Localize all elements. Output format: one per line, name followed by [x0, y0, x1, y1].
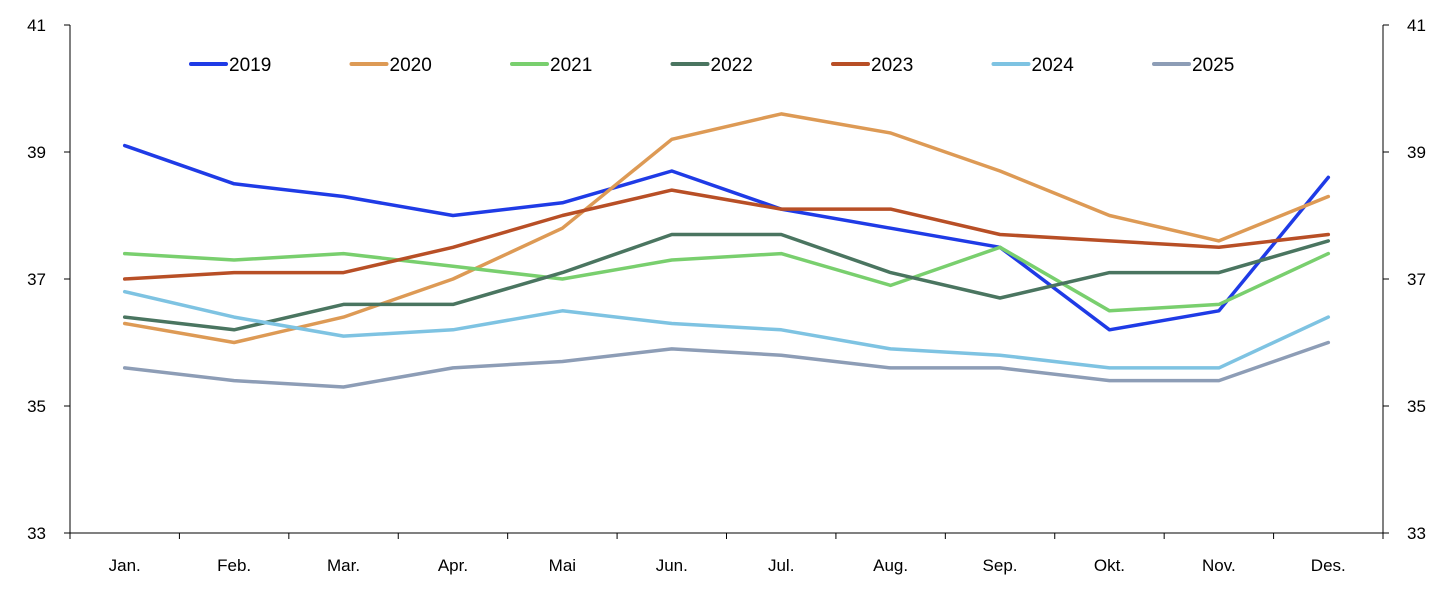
legend-item-2024: 2024 — [991, 55, 1075, 76]
x-tick-label: Nov. — [1202, 556, 1236, 575]
legend-label: 2021 — [550, 55, 592, 76]
x-tick-label: Des. — [1311, 556, 1346, 575]
y-tick-label-right: 35 — [1407, 397, 1426, 416]
y-tick-label-right: 39 — [1407, 143, 1426, 162]
legend-label: 2019 — [229, 55, 271, 76]
y-tick-label-right: 37 — [1407, 270, 1426, 289]
x-tick-label: Mar. — [327, 556, 360, 575]
y-tick-label-left: 33 — [27, 524, 46, 543]
legend-label: 2024 — [1032, 55, 1075, 76]
y-tick-label-right: 41 — [1407, 16, 1426, 35]
series-line-2020 — [122, 112, 1331, 345]
x-tick-label: Sep. — [983, 556, 1018, 575]
legend-item-2025: 2025 — [1152, 55, 1234, 76]
legend-label: 2025 — [1192, 55, 1234, 76]
legend-label: 2022 — [711, 55, 753, 76]
legend-label: 2020 — [390, 55, 432, 76]
x-tick-label: Mai — [549, 556, 576, 575]
legend-item-2021: 2021 — [510, 55, 592, 76]
y-tick-label-left: 41 — [27, 16, 46, 35]
series-line-2025 — [122, 340, 1331, 389]
x-tick-label: Okt. — [1094, 556, 1125, 575]
x-tick-label: Jul. — [768, 556, 794, 575]
series-line-2022 — [122, 232, 1331, 332]
axes: 33 35 37 39 41 33 35 37 39 41 Jan. Feb. Mar. Apr. Mai J… — [27, 16, 1426, 575]
y-tick-label-left: 39 — [27, 143, 46, 162]
y-tick-label-right: 33 — [1407, 524, 1426, 543]
legend-item-2020: 2020 — [349, 55, 432, 76]
series-line-2024 — [122, 289, 1331, 370]
x-tick-label: Jun. — [656, 556, 688, 575]
series-line-2023 — [122, 188, 1331, 281]
x-tick-label: Apr. — [438, 556, 468, 575]
y-tick-label-left: 37 — [27, 270, 46, 289]
y-tick-label-left: 35 — [27, 397, 46, 416]
x-tick-label: Aug. — [873, 556, 908, 575]
legend-item-2023: 2023 — [831, 55, 913, 76]
series-line-2021 — [122, 245, 1331, 313]
legend-item-2022: 2022 — [670, 55, 753, 76]
x-tick-label: Feb. — [217, 556, 251, 575]
x-tick-label: Jan. — [109, 556, 141, 575]
legend: 2019 2020 2021 2022 2023 2024 2025 — [189, 55, 1234, 76]
series-line-2019 — [122, 143, 1331, 332]
series-layer — [122, 112, 1331, 389]
legend-item-2019: 2019 — [189, 55, 271, 76]
legend-label: 2023 — [871, 55, 913, 76]
